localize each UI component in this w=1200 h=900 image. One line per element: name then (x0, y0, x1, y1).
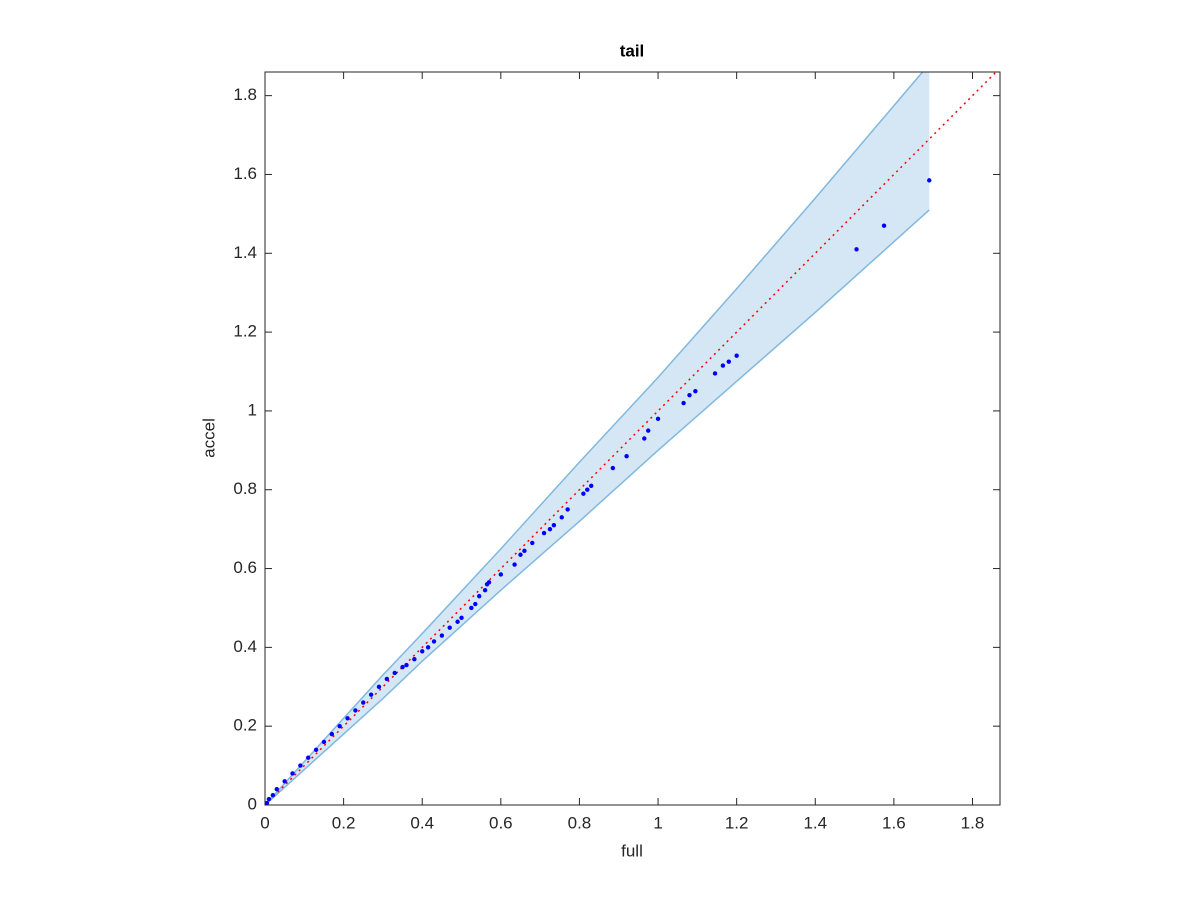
point (306, 755, 311, 760)
point (282, 779, 287, 784)
y-tick-label: 0.2 (233, 716, 257, 735)
point (469, 605, 474, 611)
y-tick-label: 0.8 (233, 479, 257, 498)
x-tick-label: 1.4 (803, 813, 827, 832)
x-tick-label: 1.6 (882, 813, 906, 832)
point (726, 359, 731, 364)
point (345, 716, 350, 721)
confidence-band (265, 72, 930, 805)
y-tick-label: 1.2 (233, 322, 257, 341)
x-tick-label: 0.6 (489, 813, 513, 832)
point (720, 363, 726, 368)
point (547, 526, 553, 532)
point (447, 625, 452, 630)
point (927, 178, 932, 183)
point (384, 676, 390, 682)
point (551, 522, 557, 528)
chart-title: tail (620, 41, 645, 60)
y-tick-label: 1.6 (233, 164, 257, 183)
point (266, 796, 272, 802)
point (712, 371, 718, 376)
point (404, 662, 409, 668)
point (290, 771, 295, 776)
point (361, 700, 366, 705)
point (518, 552, 523, 557)
point (353, 708, 358, 713)
x-tick-label: 1.8 (961, 813, 985, 832)
point (459, 615, 464, 621)
point (425, 645, 431, 650)
x-tick-label: 0.4 (410, 813, 434, 832)
point (420, 649, 425, 654)
point (270, 792, 276, 798)
point (400, 664, 405, 670)
point (486, 580, 492, 585)
y-tick-label: 0 (248, 794, 257, 813)
point (473, 601, 478, 607)
point (431, 639, 437, 644)
x-tick-label: 1 (653, 813, 662, 832)
y-tick-label: 0.6 (233, 558, 257, 577)
point (313, 747, 319, 753)
point (687, 392, 692, 398)
plot-area (265, 72, 998, 805)
point (522, 548, 527, 554)
band-upper (265, 72, 924, 805)
point (655, 416, 661, 421)
point (321, 739, 327, 745)
point (530, 540, 535, 546)
point (581, 491, 586, 496)
point (329, 731, 335, 737)
point (298, 763, 303, 768)
point (610, 465, 616, 471)
point (734, 353, 739, 358)
point (392, 670, 397, 676)
x-tick-label: 1.2 (725, 813, 749, 832)
point (559, 515, 564, 520)
x-axis-label: full (621, 841, 643, 860)
point (512, 562, 517, 567)
x-tick-label: 0.8 (568, 813, 592, 832)
point (337, 723, 342, 729)
point (854, 247, 859, 252)
point (881, 223, 887, 228)
point (368, 692, 374, 697)
x-tick-label: 0.2 (332, 813, 356, 832)
point (482, 588, 488, 593)
point (541, 530, 547, 536)
point (646, 428, 651, 433)
point (265, 800, 270, 805)
point (589, 483, 594, 488)
point (693, 389, 698, 394)
x-tick-label: 0 (260, 813, 269, 832)
point (624, 454, 629, 459)
point (412, 656, 417, 662)
point (439, 633, 445, 638)
y-tick-label: 1 (248, 400, 257, 419)
point (681, 400, 686, 406)
y-axis-label: accel (199, 418, 218, 458)
point (477, 593, 482, 599)
y-tick-label: 1.4 (233, 243, 257, 262)
point (565, 507, 570, 512)
point (376, 684, 382, 689)
y-tick-label: 1.8 (233, 85, 257, 104)
y-tick-label: 0.4 (233, 637, 257, 656)
point (455, 619, 460, 624)
band-lower (265, 209, 930, 805)
point (585, 487, 590, 492)
point (498, 572, 504, 577)
axes-box (264, 71, 1001, 806)
point (642, 436, 647, 441)
point (274, 787, 279, 792)
